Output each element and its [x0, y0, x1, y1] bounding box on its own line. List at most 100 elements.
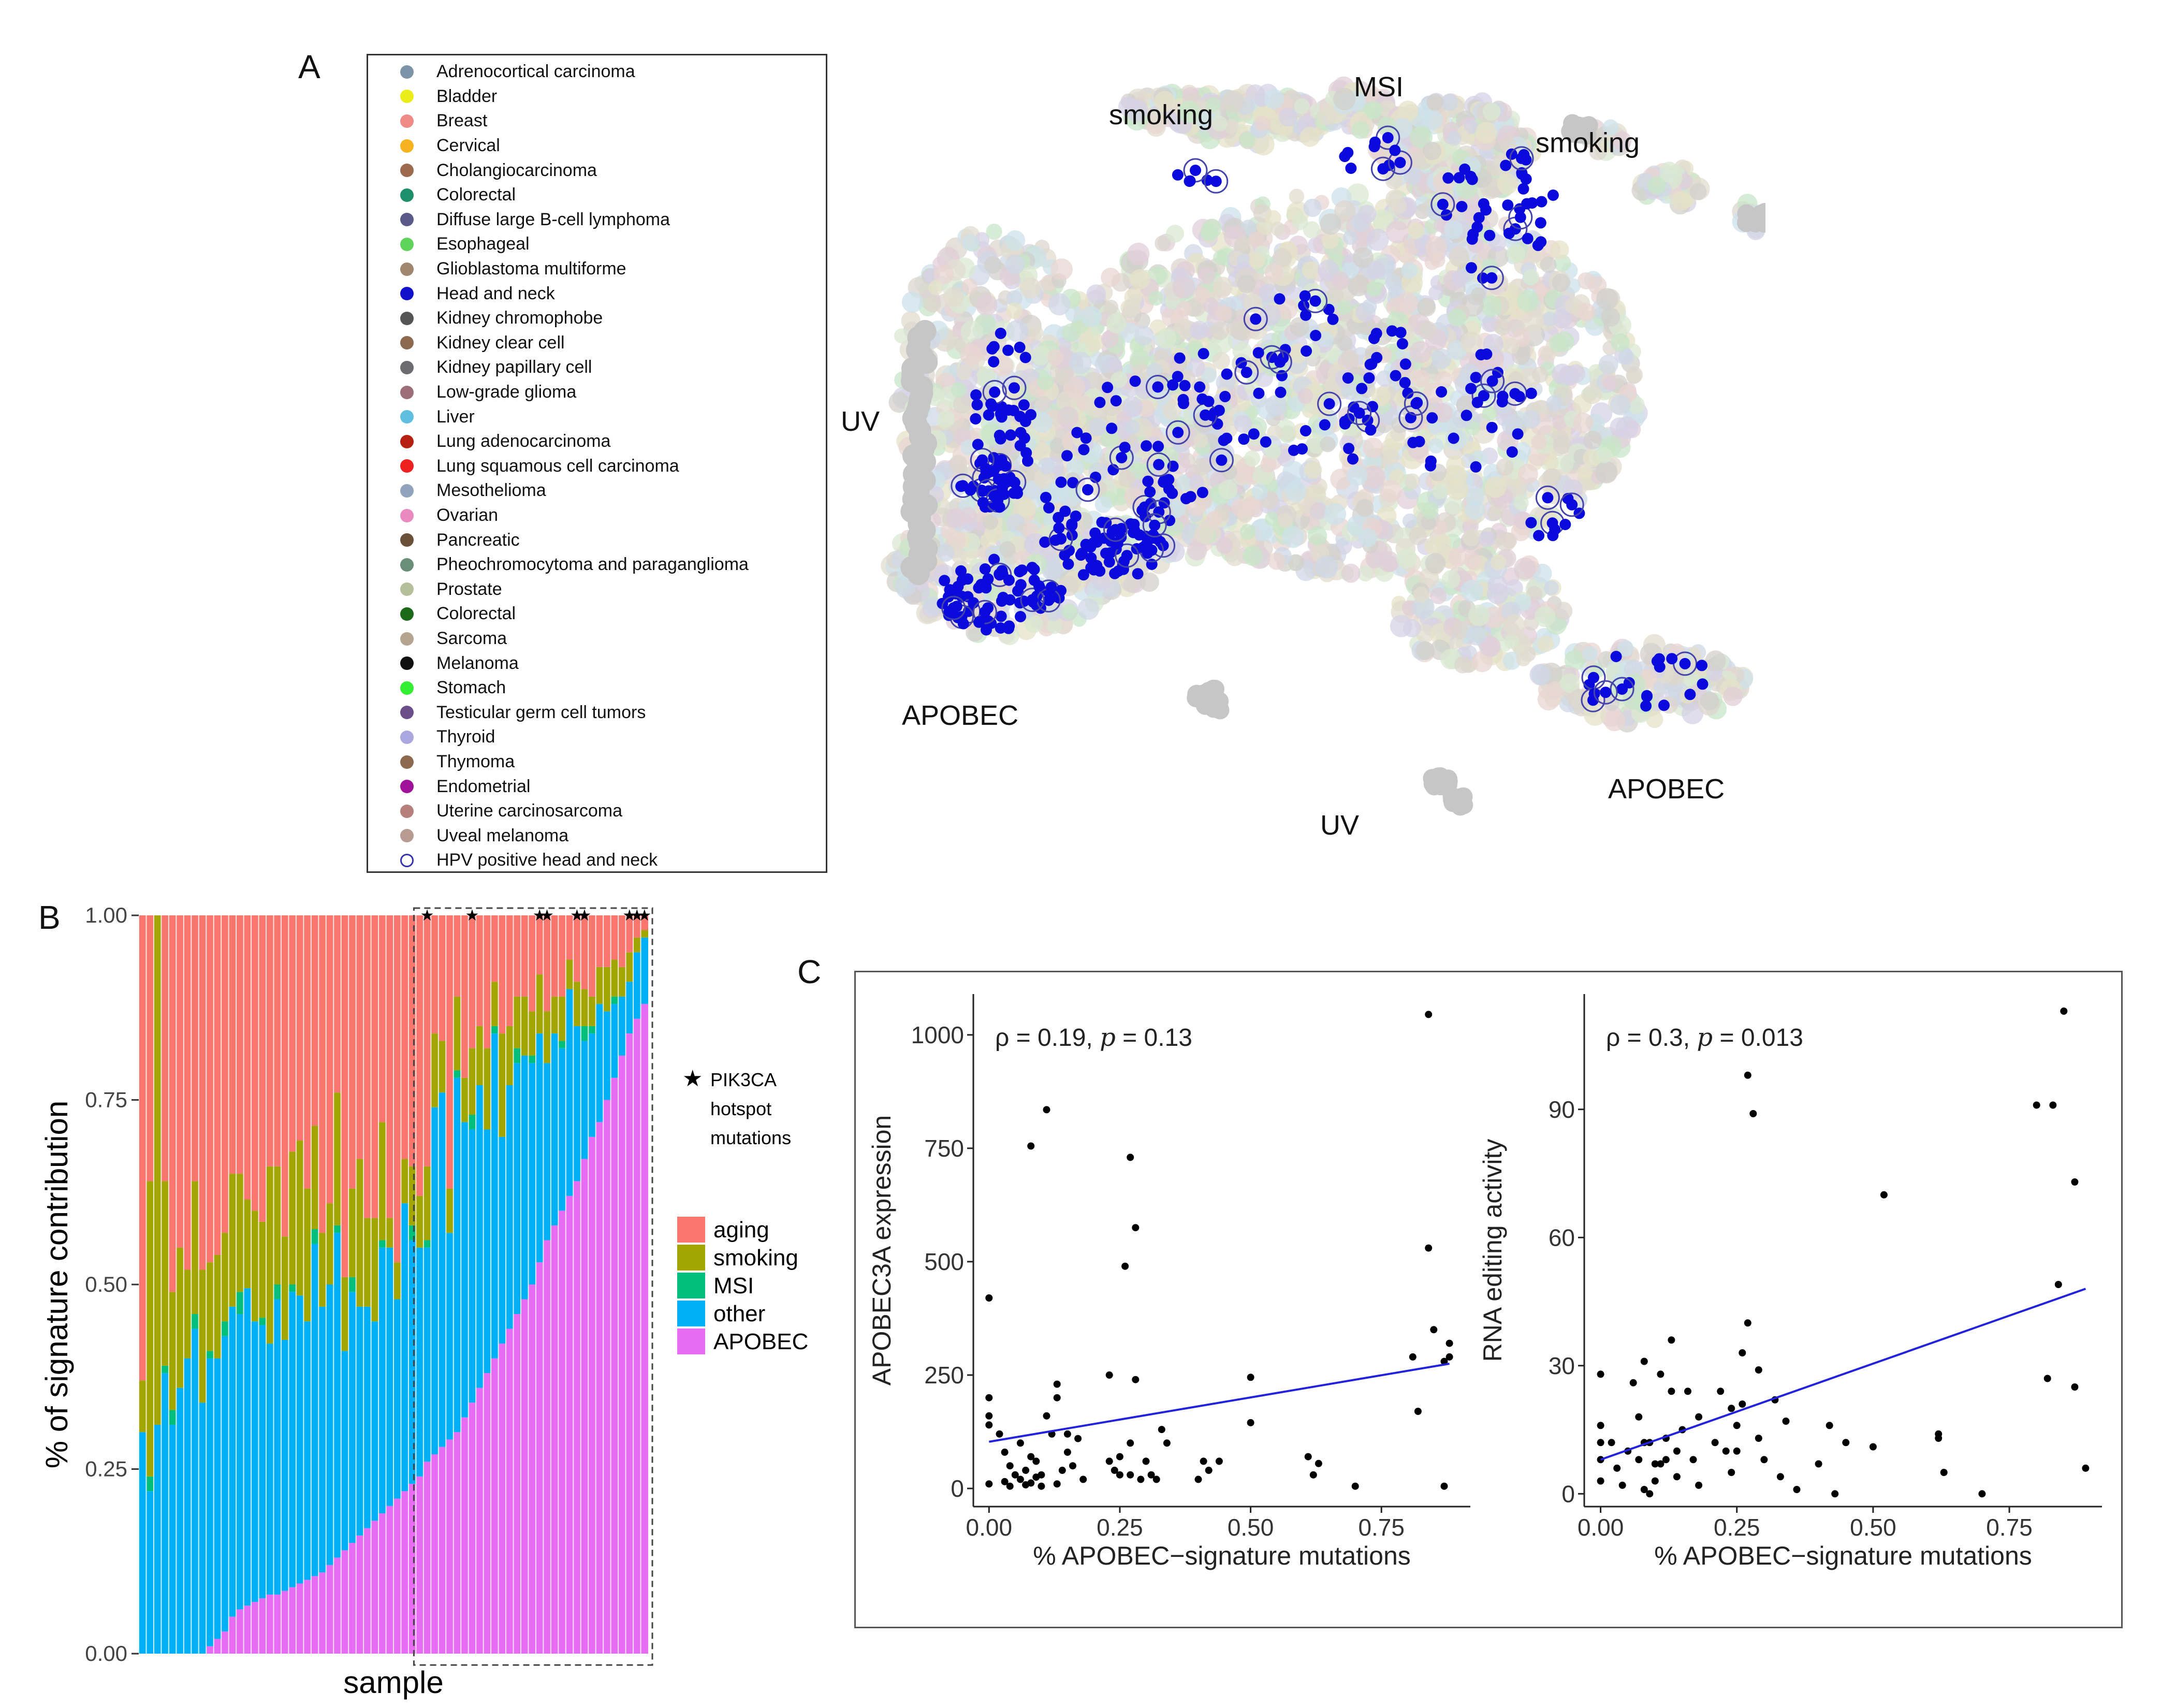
scatter-point [2033, 1101, 2040, 1109]
scatter-point [1116, 1453, 1123, 1461]
legend-swatch-msi [677, 1273, 705, 1298]
bar-smoking [573, 982, 581, 1026]
bar-apobec [303, 1580, 311, 1654]
scatter-point [1640, 1486, 1648, 1493]
tsne-label-uv-bottom: UV [1320, 810, 1359, 841]
bar-apobec [506, 1329, 514, 1654]
scatter-point [1205, 1466, 1213, 1474]
bar-msi [348, 1277, 356, 1292]
legend-label: Stomach [436, 678, 506, 698]
bar-other [513, 1063, 521, 1315]
scatter-point [1657, 1370, 1664, 1378]
y-tick-label: 90 [1549, 1096, 1575, 1123]
bar-smoking [303, 1188, 311, 1322]
bar-aging [595, 915, 604, 967]
scatter-point [1782, 1418, 1790, 1425]
scatter-point [1001, 1448, 1009, 1456]
scatter-point [1163, 1439, 1171, 1447]
bar-smoking [468, 1048, 476, 1115]
scatter-point [2049, 1101, 2057, 1109]
tsne-background-cloud [881, 76, 1765, 733]
bar-smoking [363, 1218, 371, 1307]
legend-label: Uveal melanoma [436, 825, 569, 845]
scatter-point [1351, 1482, 1359, 1490]
bar-msi [168, 1410, 177, 1425]
bar-smoking [558, 996, 566, 1041]
bar-smoking [139, 1380, 147, 1433]
bar-msi [236, 1292, 244, 1315]
bar-apobec [356, 1535, 364, 1654]
bar-smoking [550, 996, 559, 1034]
bar-apobec [595, 1122, 604, 1654]
bar-smoking [206, 1262, 214, 1351]
bar-smoking [401, 1159, 408, 1204]
legend-label-other: other [713, 1301, 765, 1326]
scatter-point [1695, 1481, 1703, 1489]
tsne-label-uv-left: UV [841, 406, 880, 437]
scatter-point [1657, 1460, 1664, 1468]
bar-aging [221, 915, 229, 1233]
bar-aging [513, 915, 521, 997]
legend-dot-icon [400, 213, 414, 227]
bar-aging [483, 915, 491, 1048]
bar-smoking [498, 1033, 506, 1137]
bar-aging [176, 915, 184, 1248]
star-note-line-3: mutations [710, 1127, 791, 1148]
legend-item: Head and neck [368, 281, 555, 306]
bar-smoking [640, 930, 648, 938]
bar-apobec [573, 1181, 581, 1654]
scatter-point [1880, 1191, 1888, 1199]
legend-label: Colorectal [436, 604, 516, 624]
bar-smoking [483, 1048, 491, 1130]
bar-smoking [356, 1159, 364, 1307]
scatter-point [1618, 1481, 1626, 1489]
y-tick-label: 750 [924, 1135, 964, 1162]
legend-label: Colorectal [436, 185, 516, 205]
bar-aging [618, 915, 626, 967]
tsne-label-apobec-left: APOBEC [902, 700, 1018, 731]
bar-msi [423, 1240, 431, 1248]
bar-apobec [311, 1576, 319, 1654]
bar-aging [491, 915, 499, 982]
bar-msi [258, 1318, 266, 1325]
bar-apobec [588, 1136, 596, 1654]
bar-apobec [446, 1439, 454, 1654]
bar-smoking [461, 1077, 469, 1122]
bar-msi [588, 1026, 596, 1034]
legend-dot-icon [400, 434, 414, 448]
correlation-annotation: ρ = 0.3, p = 0.013 [1606, 1023, 1803, 1052]
bar-smoking [273, 1166, 281, 1284]
scatter-point [1869, 1443, 1877, 1451]
scatter-point [1063, 1430, 1071, 1438]
scatter-point [1728, 1405, 1735, 1412]
bar-aging [603, 915, 611, 967]
bar-other [453, 1077, 461, 1433]
scatter-point [1651, 1460, 1659, 1468]
legend-dot-icon [400, 459, 414, 473]
bar-apobec [640, 1004, 648, 1654]
bar-other [633, 952, 641, 1019]
legend-dot-icon [400, 632, 414, 646]
y-tick-label: 0.25 [85, 1457, 127, 1481]
bar-other [311, 1244, 319, 1576]
scatter-point [1440, 1482, 1448, 1490]
legend-item: Mesothelioma [368, 478, 546, 503]
bar-smoking [535, 974, 544, 1034]
bar-apobec [476, 1388, 484, 1654]
legend-label: HPV positive head and neck [436, 850, 658, 870]
bar-other [446, 1233, 454, 1440]
bar-smoking [453, 996, 461, 1071]
y-tick-label: 1.00 [85, 903, 127, 927]
scatter-point [1831, 1490, 1839, 1498]
legend-label-aging: aging [713, 1217, 769, 1243]
annotation-pval: = 0.013 [1713, 1024, 1803, 1052]
legend-dot-icon [400, 237, 414, 251]
pik3ca-star: ★ [570, 907, 584, 924]
bar-msi [288, 1284, 296, 1292]
scatter-point [1755, 1366, 1762, 1374]
legend-item: Stomach [368, 676, 506, 700]
legend-label: Testicular germ cell tumors [436, 702, 646, 722]
scatter-point [1935, 1435, 1943, 1442]
bar-msi [528, 1055, 536, 1063]
bar-other [206, 1358, 214, 1646]
